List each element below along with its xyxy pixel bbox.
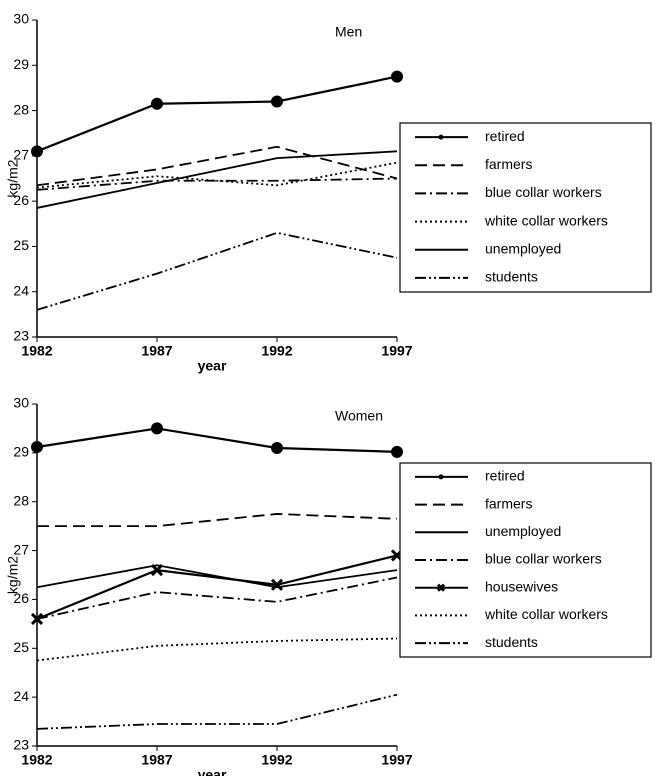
point xyxy=(151,422,163,435)
point xyxy=(391,70,403,83)
series-line xyxy=(36,564,398,589)
point xyxy=(31,145,43,158)
series-line xyxy=(36,177,398,191)
x-tick-label: 1987 xyxy=(141,752,172,768)
y-tick-label: 25 xyxy=(13,639,29,655)
y-axis-label: kg/m2 xyxy=(5,159,21,197)
y-tick-label: 23 xyxy=(13,328,29,344)
y-tick-label: 30 xyxy=(13,11,29,27)
y-tick-label: 24 xyxy=(13,688,29,704)
y-tick-label: 29 xyxy=(13,444,29,460)
y-tick-label: 27 xyxy=(13,147,29,163)
point xyxy=(438,474,444,480)
x-tick-label: 1992 xyxy=(261,752,292,768)
y-tick-label: 27 xyxy=(13,541,29,557)
series-line xyxy=(36,231,398,311)
point xyxy=(151,97,163,110)
legend-box xyxy=(399,122,652,293)
x-tick-label: 1982 xyxy=(21,343,52,359)
legend-label: farmers xyxy=(485,495,532,511)
point xyxy=(31,440,43,453)
series-line xyxy=(36,145,398,187)
x-tick-label: 1992 xyxy=(261,343,292,359)
x-tick-label: 1997 xyxy=(381,752,412,768)
y-tick-label: 26 xyxy=(13,192,29,208)
point xyxy=(436,583,446,592)
series-line xyxy=(36,637,398,662)
y-tick-label: 25 xyxy=(13,237,29,253)
y-tick-label: 23 xyxy=(13,737,29,753)
series-line xyxy=(36,150,398,209)
series-line xyxy=(37,513,398,528)
series-line xyxy=(36,427,398,453)
point xyxy=(150,564,164,577)
legend-label: white collar workers xyxy=(484,212,608,228)
legend-label: housewives xyxy=(485,578,558,594)
chart-title: Men xyxy=(335,24,362,40)
legend-label: white collar workers xyxy=(484,606,608,622)
chart: 23 24 25 26 27 28 29 30 1982 1987 1992 1997 year kg/m… xyxy=(5,11,652,374)
legend-label: students xyxy=(485,634,538,650)
legend-label: unemployed xyxy=(485,523,561,539)
y-tick-label: 24 xyxy=(13,282,29,298)
x-tick-label: 1987 xyxy=(141,343,172,359)
chart-title: Women xyxy=(335,408,383,424)
legend-label: retired xyxy=(485,468,525,484)
series-line xyxy=(36,693,398,730)
y-tick-label: 28 xyxy=(13,492,29,508)
legend-label: students xyxy=(485,269,538,285)
point xyxy=(271,441,283,454)
x-tick-label: 1997 xyxy=(381,343,412,359)
point xyxy=(438,134,444,140)
y-tick-label: 26 xyxy=(13,590,29,606)
x-tick-label: 1982 xyxy=(21,752,52,768)
series-line xyxy=(36,554,398,620)
y-tick-label: 28 xyxy=(13,101,29,117)
legend-label: blue collar workers xyxy=(485,551,602,567)
legend-label: retired xyxy=(485,128,525,144)
point xyxy=(271,95,283,108)
point xyxy=(30,612,44,626)
x-axis-label: year xyxy=(198,767,227,776)
y-tick-label: 30 xyxy=(13,395,29,411)
y-axis-label: kg/m2 xyxy=(5,556,21,594)
legend-label: blue collar workers xyxy=(485,184,602,200)
y-tick-label: 29 xyxy=(13,56,29,72)
chart: 23 24 25 26 27 28 29 30 1982 1987 1992 1997 year kg/m… xyxy=(5,395,652,781)
legend-label: unemployed xyxy=(485,240,561,256)
legend-label: farmers xyxy=(485,156,532,172)
series-line xyxy=(36,161,398,189)
point xyxy=(391,445,403,458)
point xyxy=(270,578,284,591)
x-axis-label: year xyxy=(198,358,227,374)
series-line xyxy=(36,576,398,620)
series-line xyxy=(36,75,398,153)
